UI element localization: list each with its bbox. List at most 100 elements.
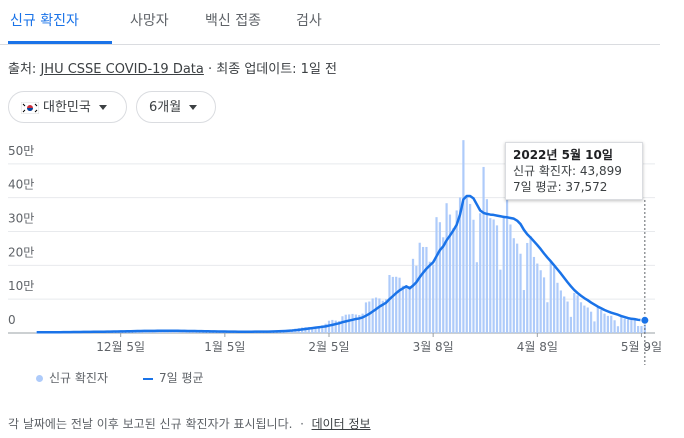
range: 6개월 — [149, 100, 182, 115]
legend-label: 7일 평균 — [159, 371, 204, 385]
x-tick-label: 1월 5일 — [204, 340, 245, 354]
bar — [341, 316, 344, 333]
bar — [593, 321, 596, 333]
y-tick-label: 10만 — [8, 279, 34, 293]
tab[interactable]: 백신 접종 — [205, 13, 261, 29]
x-tick-label: 3월 8일 — [413, 340, 454, 354]
bar — [425, 246, 428, 333]
bar — [637, 326, 640, 333]
bar — [569, 316, 573, 333]
bar — [563, 296, 566, 333]
y-tick-label: 50만 — [8, 144, 34, 158]
tooltip-line: 7일 평균: 37,572 — [513, 180, 608, 194]
bar — [401, 285, 405, 333]
y-tick-label: 20만 — [8, 245, 34, 259]
bar — [169, 331, 173, 333]
bar — [546, 302, 549, 333]
bar — [368, 301, 371, 333]
bar — [489, 218, 492, 333]
bar — [411, 258, 415, 333]
country-select[interactable]: 대한민국 — [8, 91, 127, 123]
bar — [603, 313, 606, 333]
bar — [348, 314, 351, 333]
y-tick-label: 40만 — [8, 178, 34, 192]
bar — [405, 285, 408, 333]
bar — [522, 290, 525, 333]
bar — [559, 290, 562, 333]
bar — [623, 318, 626, 333]
source-link[interactable]: JHU CSSE COVID-19 Data — [40, 62, 204, 77]
bar — [536, 263, 539, 333]
legend-swatch — [36, 375, 43, 382]
legend-swatch — [143, 377, 153, 380]
bar — [606, 315, 609, 333]
bar — [475, 262, 478, 333]
updated: · 최종 업데이트: 1일 전 — [208, 62, 338, 77]
tooltip-line: 신규 확진자: 43,899 — [513, 164, 622, 178]
bar — [458, 197, 462, 333]
bar — [640, 326, 643, 333]
bar — [317, 326, 321, 333]
bar — [573, 292, 576, 333]
bar — [388, 275, 391, 333]
bar — [428, 261, 431, 333]
bar — [589, 311, 593, 333]
bar — [626, 319, 630, 333]
source-prefix: 출처: — [8, 62, 37, 77]
bar — [324, 323, 327, 333]
bar — [351, 313, 354, 333]
bar — [438, 222, 441, 333]
bar — [391, 276, 394, 333]
bar — [334, 320, 337, 333]
range-select[interactable]: 6개월 — [136, 91, 216, 123]
bar — [616, 326, 620, 333]
legend-label: 신규 확진자 — [49, 371, 109, 385]
bar — [331, 319, 334, 333]
y-tick-label: 0 — [8, 313, 16, 327]
bar — [361, 313, 364, 333]
bar — [633, 319, 636, 333]
bar — [485, 199, 489, 333]
bar — [321, 325, 324, 333]
bar — [421, 246, 425, 333]
bar — [482, 166, 485, 333]
bar — [337, 321, 341, 333]
x-tick-label: 2월 5일 — [308, 340, 349, 354]
tab[interactable]: 검사 — [296, 13, 322, 29]
footer: 각 날짜에는 전날 이후 보고된 신규 확진자가 표시됩니다. · 데이터 정보 — [8, 415, 371, 432]
average-line — [36, 194, 645, 334]
bar — [395, 276, 398, 333]
bar — [418, 242, 421, 333]
bar — [385, 299, 388, 333]
bar — [415, 265, 418, 333]
bar — [526, 242, 529, 333]
bar — [630, 319, 633, 333]
bar — [307, 327, 310, 333]
bar — [452, 228, 455, 333]
bar — [600, 309, 603, 333]
bar — [579, 302, 583, 333]
info-link[interactable]: 데이터 정보 — [311, 417, 371, 431]
bar — [173, 331, 176, 333]
tab-indicator — [8, 41, 112, 44]
bar — [374, 297, 378, 333]
bar — [381, 300, 384, 333]
bar — [509, 224, 512, 333]
bar — [432, 264, 435, 333]
bar — [529, 236, 532, 333]
bar — [442, 237, 445, 333]
divider — [0, 44, 660, 45]
chart: 0 10만 20만 30만 40만 50만 12월 5일 1월 5일 2월 5일 3월 8일 4월 … — [8, 140, 662, 365]
tab[interactable]: 신규 확진자 — [10, 13, 79, 29]
bar — [354, 314, 357, 333]
bar — [596, 307, 599, 333]
legend-item: 신규 확진자 — [36, 369, 108, 386]
bar — [358, 315, 361, 333]
bar — [613, 320, 616, 333]
bar — [553, 266, 556, 333]
tooltip-date: 2022년 5월 10일 — [513, 148, 613, 162]
tab[interactable]: 사망자 — [130, 13, 169, 29]
bar — [556, 282, 559, 333]
bar — [519, 253, 522, 333]
